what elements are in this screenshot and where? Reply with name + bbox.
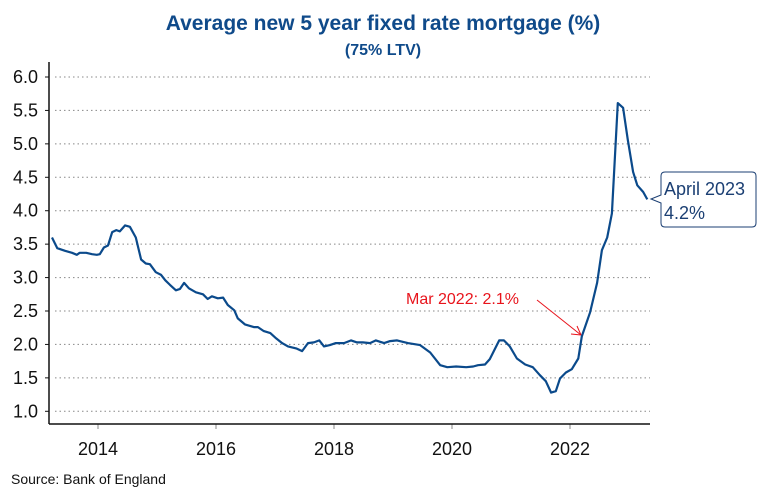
y-tick-label: 5.5 xyxy=(13,100,38,120)
y-tick-label: 3.5 xyxy=(13,234,38,254)
callout-value-april-2023: 4.2% xyxy=(664,203,705,223)
y-tick-label: 6.0 xyxy=(13,67,38,87)
chart-title: Average new 5 year fixed rate mortgage (… xyxy=(166,12,601,35)
x-axis-ticks: 2014 2016 2018 2020 2022 xyxy=(78,424,590,459)
y-tick-label: 5.0 xyxy=(13,134,38,154)
y-tick-label: 4.5 xyxy=(13,167,38,187)
annotation-arrow xyxy=(536,299,582,336)
annotation-mar-2022: Mar 2022: 2.1% xyxy=(406,291,519,308)
x-tick-label: 2016 xyxy=(196,439,236,459)
y-tick-label: 2.0 xyxy=(13,334,38,354)
x-tick-label: 2014 xyxy=(78,439,118,459)
chart-subtitle: (75% LTV) xyxy=(345,42,421,59)
callout-label-april-2023: April 2023 xyxy=(664,179,745,199)
arrow-head-icon xyxy=(570,325,582,336)
gridlines xyxy=(55,76,650,412)
x-tick-label: 2018 xyxy=(314,439,354,459)
source-note: Source: Bank of England xyxy=(11,471,166,487)
y-tick-label: 3.0 xyxy=(13,268,38,288)
y-tick-label: 1.0 xyxy=(13,401,38,421)
y-tick-label: 2.5 xyxy=(13,301,38,321)
y-tick-label: 4.0 xyxy=(13,201,38,221)
series-line-mortgage-rate xyxy=(51,102,649,394)
x-tick-label: 2022 xyxy=(550,439,590,459)
callout-box-april-2023 xyxy=(649,171,757,228)
x-tick-label: 2020 xyxy=(432,439,472,459)
y-tick-label: 1.5 xyxy=(13,368,38,388)
y-axis-ticks: 1.0 1.5 2.0 2.5 3.0 3.5 4.0 4.5 5.0 5.5 6.0 xyxy=(13,67,49,421)
